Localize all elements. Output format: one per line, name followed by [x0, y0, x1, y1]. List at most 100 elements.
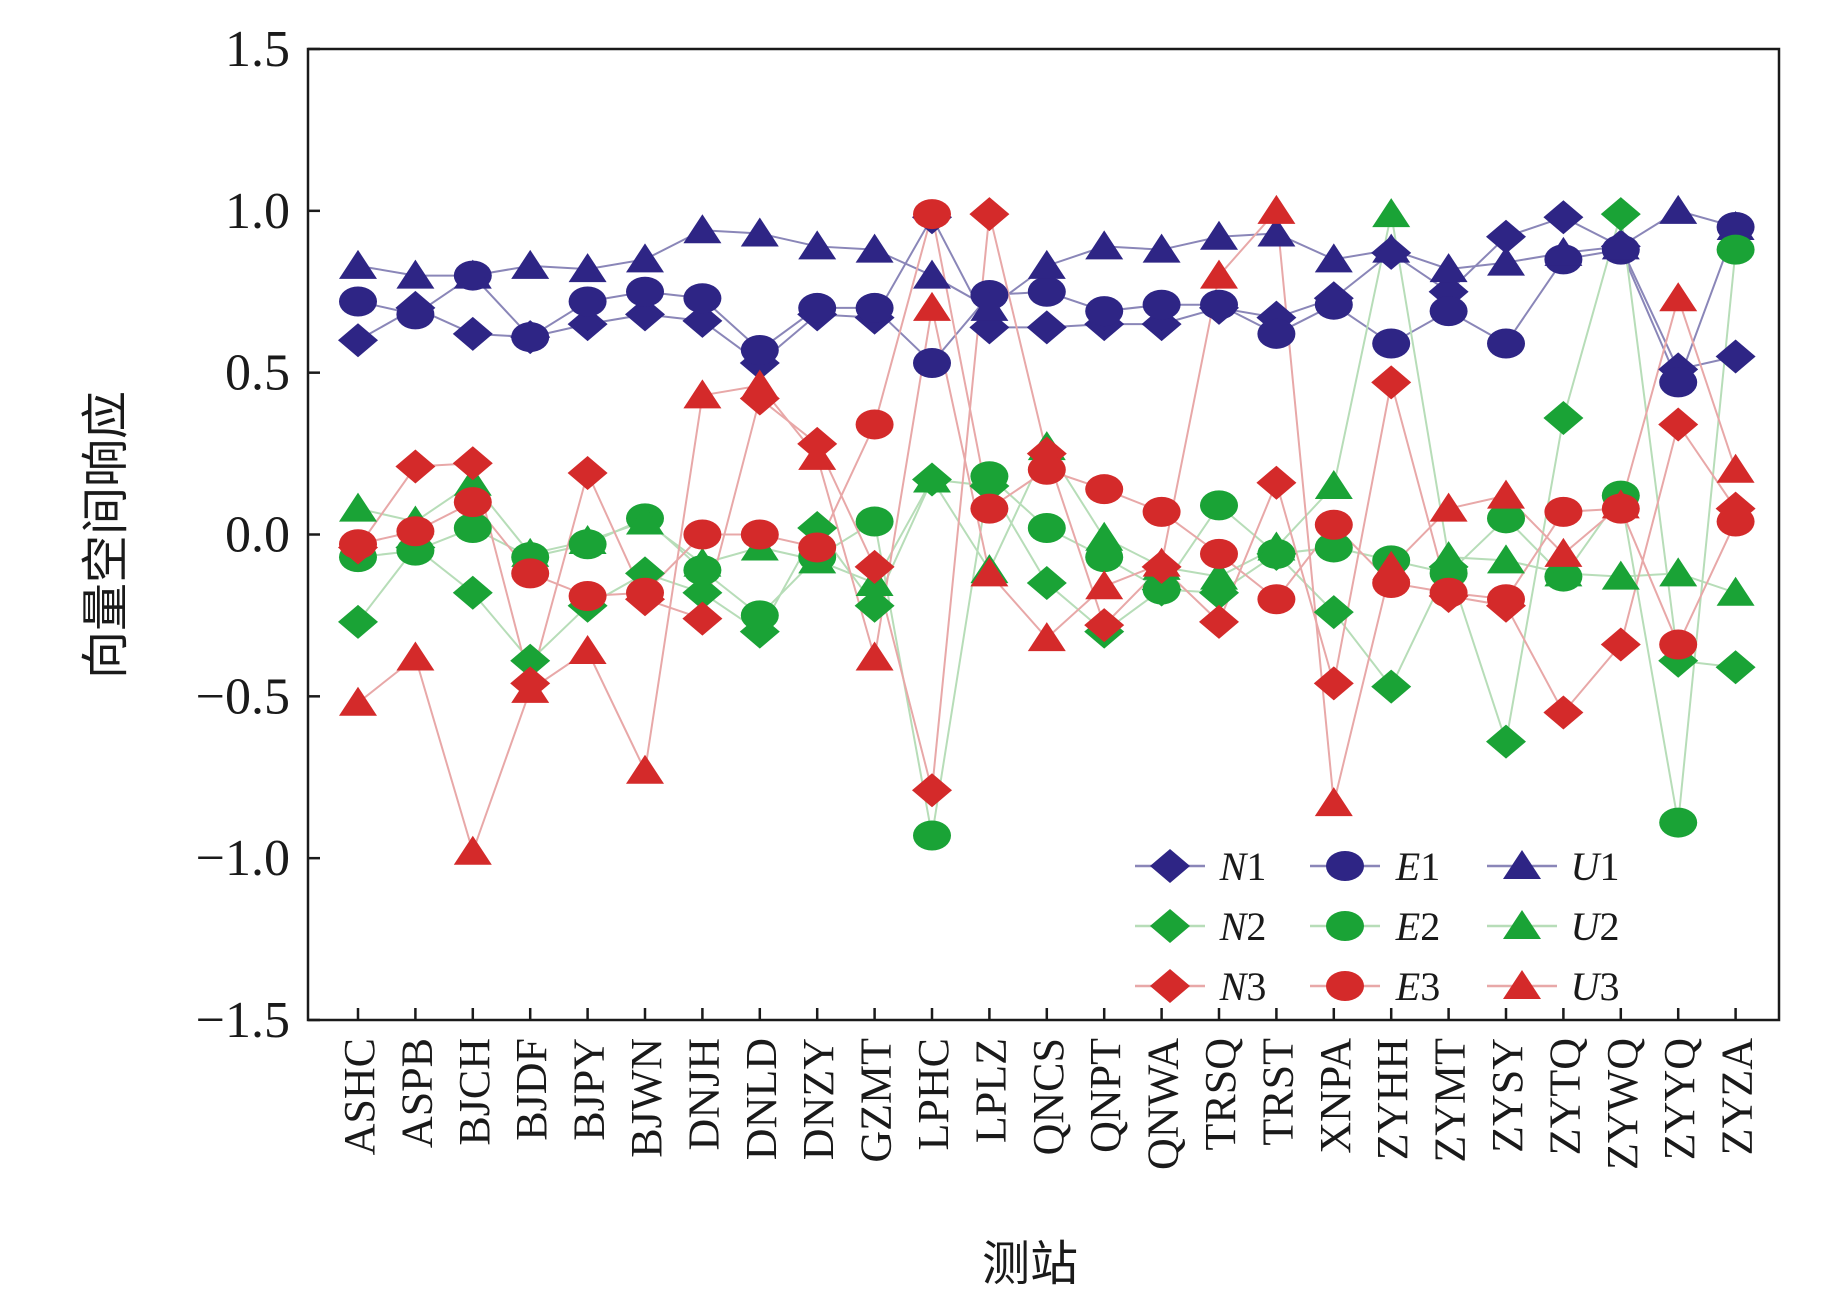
point-e2	[453, 513, 492, 544]
point-n3	[1371, 365, 1412, 400]
point-e3	[396, 516, 435, 547]
point-u1	[1716, 211, 1755, 241]
point-u3	[1142, 547, 1181, 577]
point-e3	[1544, 496, 1583, 527]
legend-item-n2: N2	[1135, 904, 1266, 949]
legend-marker	[1326, 851, 1364, 881]
point-n3	[1600, 627, 1641, 662]
point-n1	[1715, 339, 1756, 374]
point-e1	[1027, 276, 1066, 307]
point-n2	[452, 575, 493, 610]
legend-marker	[1326, 911, 1364, 941]
point-u1	[1601, 230, 1640, 260]
legend-label: U2	[1571, 904, 1620, 949]
point-e3	[1257, 584, 1296, 615]
point-e2	[1487, 503, 1525, 534]
point-e2	[1659, 807, 1698, 838]
x-tick-label: DNJH	[679, 1038, 728, 1150]
legend-label: E2	[1395, 904, 1440, 949]
legend-marker	[1503, 850, 1541, 879]
legend-item-u3: U3	[1487, 964, 1619, 1009]
point-n3	[1313, 666, 1354, 701]
x-tick-label: ZYTQ	[1540, 1038, 1589, 1156]
point-n3	[912, 773, 952, 808]
point-u1	[396, 259, 435, 289]
point-e1	[1314, 289, 1353, 320]
y-tick-label: 0.5	[225, 345, 290, 402]
point-e2	[1716, 234, 1755, 265]
point-n3	[567, 456, 608, 491]
point-u1	[855, 233, 894, 263]
point-u3	[855, 641, 894, 671]
legend-item-e2: E2	[1310, 904, 1440, 949]
point-n3	[1084, 608, 1125, 643]
point-n1	[1026, 310, 1067, 345]
point-e3	[1314, 509, 1353, 540]
point-e3	[1142, 496, 1181, 527]
point-u3	[1027, 622, 1066, 652]
point-e3	[339, 529, 377, 560]
x-tick-label: TRST	[1253, 1038, 1302, 1146]
point-u3	[740, 369, 779, 399]
legend-label: U1	[1571, 844, 1620, 889]
point-u3	[626, 754, 664, 784]
legend-label: U3	[1571, 964, 1620, 1009]
point-u2	[1200, 560, 1238, 590]
point-u3	[970, 557, 1009, 587]
point-u3	[511, 673, 550, 703]
point-n3	[1199, 604, 1239, 639]
point-n3	[395, 449, 436, 484]
point-u1	[970, 291, 1009, 321]
point-u2	[1716, 576, 1755, 606]
point-e2	[1027, 513, 1066, 544]
point-n1	[625, 297, 665, 332]
point-u3	[1601, 489, 1640, 519]
point-u3	[1716, 453, 1755, 483]
legend-marker	[1150, 849, 1190, 883]
point-e3	[798, 532, 837, 563]
x-tick-label: XNPA	[1311, 1038, 1360, 1154]
point-u1	[1659, 194, 1698, 224]
x-tick-label: BJPY	[565, 1038, 614, 1141]
legend-label: N2	[1219, 904, 1267, 949]
point-u3	[1314, 787, 1353, 817]
point-n3	[682, 601, 723, 636]
point-e1	[855, 292, 894, 323]
point-e2	[740, 600, 779, 631]
y-tick-label: 1.0	[225, 183, 290, 240]
point-u1	[626, 243, 664, 273]
point-e1	[740, 335, 779, 366]
point-e2	[1314, 532, 1353, 563]
point-u1	[1314, 243, 1353, 273]
point-u2	[1372, 198, 1411, 228]
point-n1	[682, 303, 723, 338]
x-tick-label: DNZY	[794, 1038, 843, 1160]
y-tick-label: 1.5	[225, 21, 290, 78]
series-markers	[338, 194, 1756, 865]
point-u3	[339, 686, 377, 716]
y-tick-label: −0.5	[196, 668, 290, 725]
point-n2	[682, 575, 723, 610]
point-u1	[683, 214, 722, 244]
point-u3	[1429, 492, 1468, 522]
y-tick-labels: 1.5 1.0 0.5 0.0 −0.5 −1.0 −1.5	[196, 21, 290, 1049]
point-e3	[913, 199, 951, 230]
x-tick-label: DNLD	[737, 1038, 786, 1160]
point-u3	[1200, 259, 1238, 289]
point-u3	[568, 635, 607, 665]
plot-area-frame	[306, 47, 1781, 1022]
point-u1	[1544, 236, 1583, 266]
legend-label: N1	[1219, 844, 1267, 889]
y-tick-label: −1.5	[196, 992, 290, 1049]
point-e1	[1200, 289, 1238, 320]
point-u3	[1257, 194, 1296, 224]
point-u2	[453, 466, 492, 496]
point-e3	[568, 580, 607, 611]
legend: N1 E1 U1 N2 E2 U2 N3 E3 U3	[1135, 844, 1619, 1009]
x-tick-labels: ASHC ASPB BJCH BJDF BJPY BJWN DNJH DNLD DNZY GZMT…	[335, 1038, 1762, 1170]
x-tick-label: TRSQ	[1196, 1038, 1245, 1151]
point-n1	[567, 307, 608, 342]
x-tick-label: ZYHH	[1368, 1038, 1417, 1160]
x-tick-label: BJCH	[450, 1038, 499, 1146]
